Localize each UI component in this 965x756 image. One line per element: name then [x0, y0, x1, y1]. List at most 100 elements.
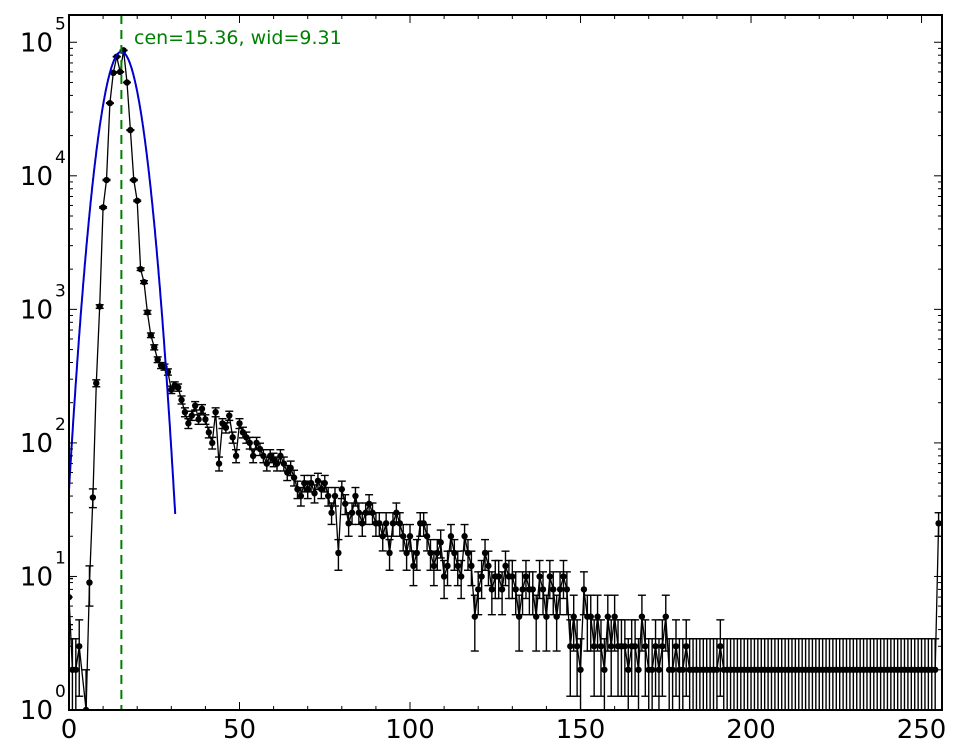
data-point: [328, 509, 335, 516]
data-point: [659, 643, 666, 650]
data-point: [301, 479, 308, 487]
data-point: [362, 509, 369, 516]
data-point: [573, 643, 581, 650]
data-point: [556, 586, 564, 593]
data-point: [457, 573, 465, 580]
data-point: [447, 533, 455, 540]
x-tick-label: 200: [726, 715, 776, 745]
x-tick-label: 0: [61, 715, 78, 745]
data-point: [151, 344, 158, 351]
data-point: [546, 573, 554, 580]
data-point: [174, 384, 182, 391]
data-point: [280, 460, 288, 467]
y-tick-label-base: 10: [20, 562, 53, 592]
data-point: [253, 439, 260, 447]
data-point: [611, 613, 618, 620]
data-point: [625, 666, 632, 673]
data-point: [287, 464, 294, 472]
data-point: [93, 379, 100, 387]
data-point: [454, 562, 461, 570]
data-point: [147, 332, 155, 339]
data-point: [522, 573, 530, 580]
plot-area: [69, 15, 942, 710]
data-point: [76, 643, 83, 650]
data-point: [679, 666, 687, 673]
data-point: [123, 79, 131, 86]
data-point: [485, 562, 492, 570]
data-point: [430, 562, 438, 570]
data-point: [553, 613, 560, 620]
data-point: [532, 613, 540, 620]
data-point: [154, 356, 161, 363]
data-point: [99, 204, 107, 211]
data-point: [249, 452, 257, 460]
data-point: [478, 573, 485, 580]
y-tick-label-exponent: 2: [55, 415, 66, 435]
data-point: [185, 420, 192, 427]
data-point: [536, 573, 543, 580]
data-point: [683, 643, 690, 650]
data-point: [935, 520, 942, 527]
data-point: [669, 666, 676, 673]
data-point: [461, 533, 468, 540]
data-point: [219, 420, 226, 427]
data-point: [338, 486, 346, 493]
data-point: [195, 416, 202, 423]
data-point: [590, 643, 598, 650]
data-point: [273, 460, 281, 467]
y-tick-label-base: 10: [20, 162, 53, 192]
data-point: [256, 445, 264, 453]
data-point: [475, 586, 482, 593]
data-point: [116, 68, 124, 76]
data-point: [399, 533, 407, 540]
data-point: [144, 309, 151, 316]
data-point: [594, 613, 601, 620]
data-point: [631, 643, 639, 650]
data-point: [396, 520, 403, 527]
data-point: [481, 549, 489, 557]
data-point: [290, 474, 298, 481]
data-point: [382, 520, 390, 527]
y-tick-label-exponent: 1: [55, 548, 66, 568]
data-point: [365, 500, 373, 507]
data-point: [72, 666, 80, 673]
data-point: [529, 586, 536, 593]
y-tick-label-base: 10: [20, 696, 53, 726]
data-point: [601, 666, 608, 673]
data-point: [604, 613, 612, 620]
y-tick-label-base: 10: [20, 429, 53, 459]
data-point: [321, 479, 328, 487]
data-point: [403, 549, 410, 557]
x-tick-label: 50: [223, 715, 256, 745]
data-point: [198, 405, 206, 413]
data-point: [427, 549, 434, 557]
data-point: [342, 500, 349, 507]
data-point: [495, 573, 502, 580]
data-point: [106, 99, 114, 107]
data-point: [246, 439, 253, 447]
data-point: [386, 549, 393, 557]
data-point: [137, 265, 144, 273]
data-point: [134, 197, 141, 204]
data-point: [434, 549, 441, 557]
data-point: [168, 386, 175, 393]
data-point: [86, 579, 93, 586]
data-point: [539, 586, 547, 593]
data-point: [635, 666, 642, 673]
data-point: [655, 666, 663, 673]
data-point: [191, 402, 199, 409]
data-point: [550, 586, 557, 593]
data-point: [509, 573, 516, 580]
data-point: [369, 509, 376, 516]
data-point: [348, 509, 356, 516]
fit-annotation: cen=15.36, wid=9.31: [134, 27, 342, 49]
data-point: [243, 434, 250, 441]
data-point: [110, 69, 117, 77]
data-point: [717, 643, 724, 650]
data-point: [652, 643, 659, 650]
data-point: [451, 549, 458, 557]
x-tick-label: 100: [385, 715, 435, 745]
data-point: [209, 439, 216, 447]
y-tick-label-exponent: 0: [55, 682, 66, 702]
data-point: [560, 573, 567, 580]
